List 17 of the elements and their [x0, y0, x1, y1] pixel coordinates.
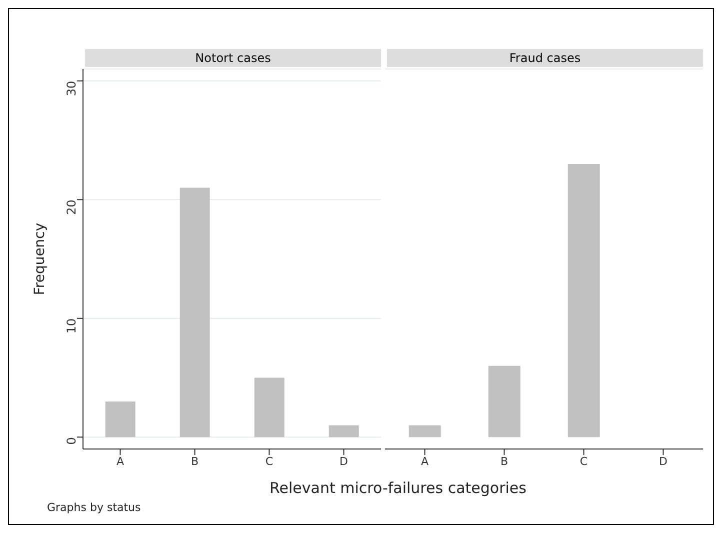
- text: Graphs by status: [47, 501, 141, 514]
- y-tick-label: 20: [64, 200, 78, 215]
- x-axis-title: Relevant micro-failures categories: [268, 479, 528, 497]
- chart-title: Notort cases: [85, 49, 381, 67]
- x-tick-label: D: [340, 454, 348, 468]
- chart-title: Fraud cases: [387, 49, 703, 67]
- y-tick-label: 10: [64, 318, 78, 334]
- y-tick-label: 0: [64, 437, 78, 445]
- x-tick-label: A: [420, 454, 429, 468]
- x-tick-label: B: [190, 454, 199, 468]
- x-tick-label: A: [116, 454, 124, 468]
- y-tick-label: 30: [64, 80, 78, 96]
- x-tick-label: D: [659, 454, 668, 468]
- x-tick-label: C: [580, 454, 588, 468]
- y-axis-title: Frequency: [32, 222, 48, 296]
- x-tick-label: B: [500, 454, 508, 468]
- x-tick-label: C: [265, 454, 274, 468]
